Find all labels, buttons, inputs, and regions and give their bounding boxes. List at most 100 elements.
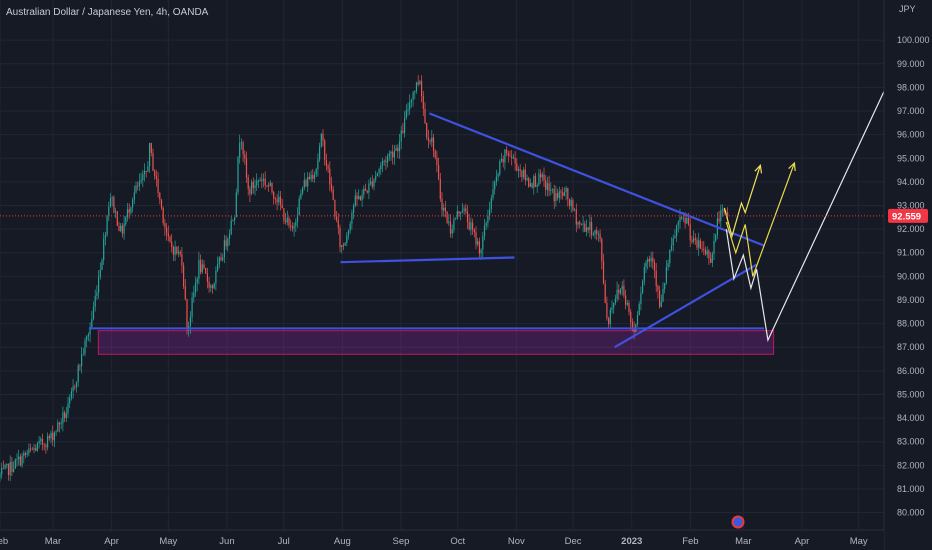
candle-body [628, 303, 630, 312]
candle-body [222, 257, 224, 261]
candle-body [220, 257, 222, 261]
candle-body [477, 241, 479, 245]
candle-body [28, 448, 30, 454]
candle-body [317, 159, 319, 170]
candle-body [570, 200, 572, 206]
candle-body [201, 264, 203, 273]
candle-body [126, 209, 129, 218]
price-tick-label: 80.000 [897, 508, 925, 518]
rising-trendline[interactable] [614, 263, 758, 349]
candle-body [244, 154, 246, 159]
candle-body [701, 248, 703, 250]
price-tick-label: 91.000 [897, 248, 925, 258]
candle-body [538, 173, 540, 186]
candle-body [9, 462, 11, 476]
candle-body [223, 240, 225, 258]
time-axis[interactable]: Feb Mar Apr May Jun Jul Aug Sep Oct Nov Dec 2023 Feb… [0, 536, 868, 547]
time-tick-label: Jun [219, 536, 234, 547]
candle-body [376, 172, 378, 177]
candle-body [67, 403, 69, 414]
candle-body [448, 221, 450, 223]
candle-body [684, 218, 686, 224]
yellow-projection-path-2[interactable] [725, 162, 795, 277]
candle-body [193, 292, 195, 298]
candle-body [653, 262, 656, 271]
price-tick-label: 94.000 [897, 177, 925, 187]
time-tick-label: Mar [735, 536, 751, 547]
candle-body [611, 307, 613, 310]
candle-body [98, 276, 100, 293]
candle-body [659, 290, 661, 307]
candle-body [614, 298, 616, 303]
candle-body [344, 243, 346, 246]
candle-body [686, 217, 688, 224]
candle-body [239, 142, 241, 158]
candle-body [291, 226, 293, 229]
candle-body [55, 431, 57, 433]
candle-body [568, 198, 571, 206]
candle-body [657, 285, 659, 291]
candle-body [167, 233, 169, 237]
time-tick-label: Sep [393, 536, 410, 547]
candle-body [696, 239, 698, 248]
candle-body [633, 327, 635, 333]
time-tick-label: Apr [795, 536, 810, 547]
candle-body [512, 157, 514, 159]
price-tick-label: 98.000 [897, 82, 925, 92]
august-low-line[interactable] [340, 256, 515, 264]
candle-body [679, 216, 681, 223]
candle-body [490, 198, 492, 210]
candle-body [84, 340, 86, 354]
candle-body [113, 197, 115, 213]
event-marker[interactable] [731, 515, 745, 529]
candle-body [555, 193, 557, 202]
candle-body [2, 468, 4, 469]
candle-body [57, 422, 59, 432]
candle-body [89, 327, 91, 335]
candle-body [519, 169, 521, 171]
candle-body [150, 143, 152, 153]
candle-body [638, 304, 640, 316]
candle-body [625, 295, 627, 305]
candle-body [217, 264, 219, 271]
candle-body [288, 218, 290, 226]
candle-body [358, 196, 360, 200]
candle-body [597, 233, 599, 235]
candle-body [47, 436, 49, 448]
price-axis[interactable]: 80.000 81.000 82.000 83.000 84.000 85.000 86.0… [897, 35, 930, 517]
candle-body [62, 412, 64, 424]
candle-body [415, 82, 418, 92]
candle-body [500, 158, 503, 162]
candle-body [74, 386, 76, 388]
candle-body [417, 82, 419, 85]
candle-body [441, 199, 443, 211]
candle-body [485, 223, 487, 226]
candle-body [580, 224, 582, 226]
candle-body [677, 222, 679, 226]
candle-body [359, 196, 361, 201]
candle-body [400, 130, 402, 142]
candle-body [266, 185, 268, 187]
candle-body [283, 208, 285, 221]
candle-body [727, 212, 729, 217]
candle-body [492, 189, 494, 199]
candle-body [92, 306, 95, 320]
candle-body [116, 211, 118, 226]
candle-body [147, 166, 149, 172]
candle-body [356, 195, 358, 200]
candle-body [378, 169, 380, 173]
candle-body [237, 157, 239, 193]
candle-body [723, 209, 725, 213]
candle-body [276, 199, 278, 203]
candle-body [87, 334, 89, 337]
candle-body [626, 303, 628, 305]
candle-body [616, 289, 618, 299]
candle-body [419, 80, 421, 85]
candle-body [361, 194, 363, 201]
white-projection-path[interactable] [725, 68, 896, 343]
candle-body [324, 140, 326, 161]
resistance-trendline[interactable] [428, 112, 765, 247]
price-tick-label: 92.000 [897, 224, 925, 234]
yellow-projection-path-1[interactable] [723, 165, 761, 239]
